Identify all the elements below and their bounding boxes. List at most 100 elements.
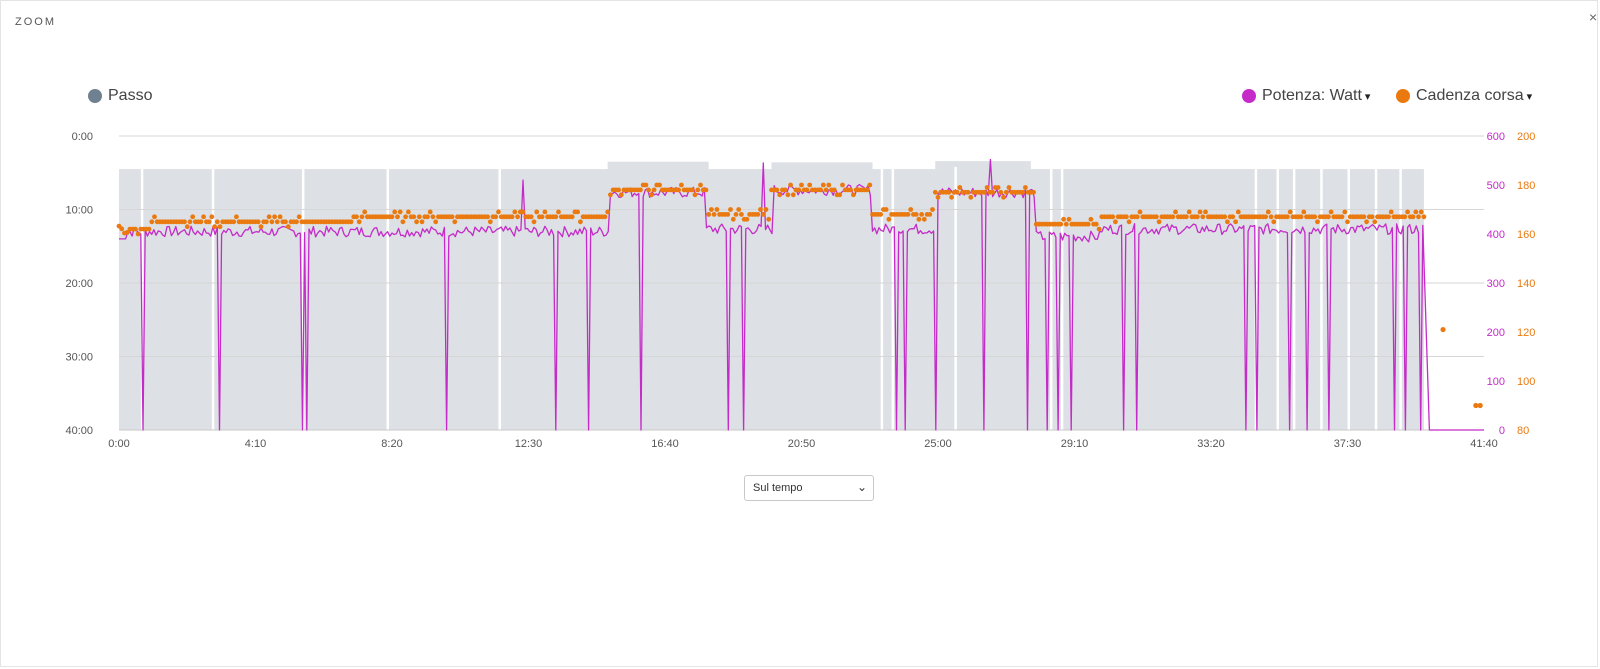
cadence-point — [1265, 209, 1271, 215]
cadence-point — [1405, 209, 1410, 215]
x-tick-label: 8:20 — [381, 438, 402, 450]
cadence-point — [1134, 214, 1140, 220]
cadence-point — [932, 189, 938, 195]
cadence-point — [706, 212, 712, 217]
cadence-point — [1233, 219, 1238, 225]
cadence-point — [703, 187, 709, 193]
legend-item-power[interactable]: Potenza: Watt ▾ — [1242, 87, 1370, 105]
cadence-point — [419, 219, 425, 225]
cadence-point — [618, 192, 624, 198]
cadence-point — [433, 219, 439, 225]
cadence-point — [804, 187, 810, 193]
cadence-point — [831, 187, 837, 193]
power-tick-label: 200 — [1487, 327, 1505, 339]
close-icon[interactable]: × — [1589, 9, 1598, 25]
legend-dot-cadence — [1396, 89, 1410, 103]
cadence-point — [820, 182, 826, 188]
cadence-point — [785, 192, 791, 198]
cadence-point — [608, 192, 613, 198]
cadence-point — [1113, 219, 1118, 225]
cadence-point — [515, 214, 520, 220]
legend-label-cadence: Cadenza corsa — [1416, 87, 1524, 104]
cadence-point — [217, 224, 223, 230]
legend-item-cadence[interactable]: Cadenza corsa ▾ — [1396, 87, 1532, 105]
cadence-point — [616, 187, 621, 193]
cadence-point — [392, 209, 398, 215]
cadence-point — [605, 209, 611, 215]
cadence-point — [569, 214, 575, 220]
cadence-point — [395, 214, 400, 220]
cadence-point — [1235, 209, 1241, 215]
cadence-point — [184, 224, 190, 230]
cadence-point — [487, 219, 493, 225]
cadence-point — [1287, 209, 1293, 215]
pace-area-gap-16 — [1399, 167, 1402, 430]
cadence-point — [760, 212, 766, 217]
legend-item-passo[interactable]: Passo — [88, 87, 152, 105]
cadence-point — [711, 212, 717, 217]
cadence-dropdown-caret-icon[interactable]: ▾ — [1526, 90, 1533, 103]
cadence-point — [1156, 219, 1162, 225]
pace-area-block-1 — [771, 162, 873, 171]
cadence-point — [1345, 219, 1350, 225]
pace-area-gap-15 — [1374, 167, 1378, 430]
cadence-point — [427, 209, 433, 215]
cadence-point — [187, 219, 193, 225]
pace-tick-label: 20:00 — [65, 278, 93, 290]
cadence-point — [354, 214, 359, 220]
cadence-point — [528, 214, 534, 220]
power-dropdown-caret-icon[interactable]: ▾ — [1364, 90, 1371, 103]
cadence-point — [124, 230, 130, 235]
cadence-tick-label: 120 — [1517, 327, 1535, 339]
cadence-tick-label: 200 — [1517, 131, 1535, 143]
cadence-point — [1170, 214, 1176, 220]
cadence-point — [1058, 221, 1064, 227]
pace-area-gap-14 — [1347, 167, 1350, 430]
cadence-point — [294, 219, 299, 225]
cadence-point — [826, 182, 832, 188]
cadence-tick-label: 180 — [1517, 180, 1535, 192]
cadence-point — [493, 214, 499, 220]
legend-label-power: Potenza: Watt — [1262, 87, 1362, 104]
cadence-point — [790, 192, 796, 198]
cadence-point — [258, 224, 264, 230]
cadence-point — [1421, 214, 1427, 220]
pace-tick-label: 40:00 — [65, 425, 93, 437]
cadence-point — [733, 212, 739, 217]
x-axis-mode-select[interactable]: Sul tempo ⌄ — [744, 475, 874, 501]
cadence-point — [777, 192, 783, 198]
cadence-point — [728, 207, 733, 212]
cadence-point — [1173, 209, 1178, 215]
cadence-point — [389, 214, 395, 220]
pace-tick-label: 30:00 — [65, 352, 93, 364]
cadence-point — [1003, 189, 1009, 195]
dialog-title: ZOOM — [15, 16, 56, 28]
cadence-point — [414, 219, 419, 225]
cadence-point — [269, 219, 275, 225]
cadence-point — [930, 207, 935, 212]
cadence-point — [602, 214, 608, 220]
x-axis-mode-value: Sul tempo — [753, 482, 803, 494]
cadence-point — [1200, 214, 1206, 220]
cadence-point — [998, 189, 1004, 195]
cadence-point — [1020, 189, 1025, 195]
x-tick-label: 4:10 — [245, 438, 266, 450]
cadence-point — [730, 216, 736, 222]
cadence-point — [1061, 216, 1066, 222]
cadence-point — [234, 214, 239, 220]
cadence-point — [1066, 216, 1072, 222]
cadence-point — [212, 224, 218, 230]
cadence-point — [766, 216, 772, 222]
cadence-point — [984, 185, 990, 190]
cadence-point — [452, 219, 458, 225]
cadence-point — [946, 189, 952, 195]
cadence-point — [1328, 209, 1334, 215]
cadence-point — [968, 194, 974, 200]
cadence-point — [837, 192, 843, 198]
cadence-point — [575, 209, 580, 215]
cadence-point — [1369, 214, 1375, 220]
cadence-point — [283, 219, 288, 225]
cadence-point — [782, 187, 788, 193]
cadence-point — [679, 182, 684, 188]
cadence-point — [1230, 214, 1236, 220]
